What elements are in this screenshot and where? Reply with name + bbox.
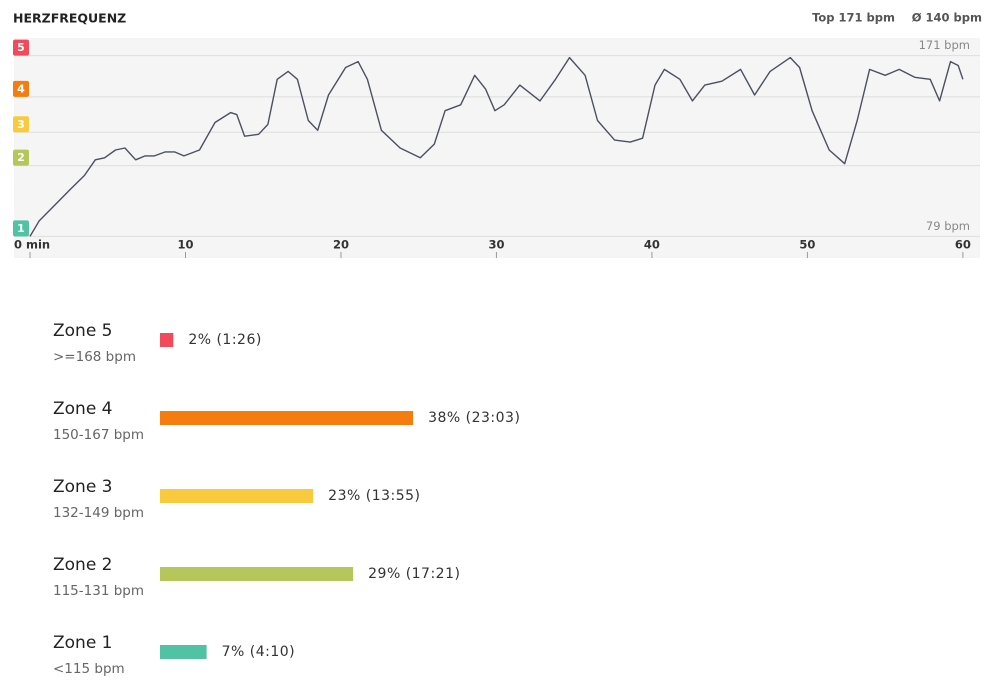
zone-bar [160, 333, 174, 347]
section-title: HERZFREQUENZ [13, 11, 126, 26]
zone-value-label: 38% (23:03) [428, 410, 520, 426]
zone-name: Zone 3 [53, 477, 113, 497]
zone-value-label: 2% (1:26) [188, 332, 262, 348]
x-tick-label: 40 [644, 238, 660, 252]
zone-badge [13, 149, 29, 166]
zone-value-label: 7% (4:10) [222, 644, 296, 660]
zone-badge [13, 80, 29, 97]
zone-badge-label: 2 [17, 151, 25, 164]
x-tick-label: 60 [955, 238, 971, 252]
zone-value-label: 23% (13:55) [328, 488, 420, 504]
plot-background [14, 38, 980, 258]
zone-bar [160, 567, 354, 581]
x-tick-label: 0 min [14, 238, 50, 252]
stat-avg: Ø 140 bpm [912, 11, 982, 25]
zone-badge [13, 220, 29, 237]
zone-range: 150-167 bpm [53, 427, 144, 443]
zone-range: 115-131 bpm [53, 583, 144, 599]
zone-badge [13, 39, 29, 56]
range-label: 171 bpm [919, 38, 970, 52]
zone-badge-label: 3 [17, 118, 25, 131]
x-tick-label: 30 [488, 238, 504, 252]
zone-name: Zone 4 [53, 399, 113, 419]
zone-range: <115 bpm [53, 661, 125, 677]
zone-badge [13, 116, 29, 133]
x-tick-label: 50 [799, 238, 815, 252]
zone-bar [160, 411, 414, 425]
x-tick-label: 20 [333, 238, 349, 252]
zone-badge-label: 5 [17, 41, 25, 54]
zone-name: Zone 2 [53, 555, 113, 575]
heart-rate-line [29, 56, 964, 237]
stat-top: Top 171 bpm [812, 11, 895, 25]
zone-badge-label: 1 [17, 222, 25, 235]
zone-value-label: 29% (17:21) [368, 566, 460, 582]
zone-name: Zone 5 [53, 321, 113, 341]
zone-bar [160, 645, 207, 659]
zone-range: >=168 bpm [53, 349, 136, 365]
x-tick-label: 10 [177, 238, 193, 252]
range-label: 79 bpm [926, 219, 970, 233]
zone-badge-label: 4 [17, 82, 25, 95]
zone-bar [160, 489, 314, 503]
zone-name: Zone 1 [53, 633, 113, 653]
zone-range: 132-149 bpm [53, 505, 144, 521]
